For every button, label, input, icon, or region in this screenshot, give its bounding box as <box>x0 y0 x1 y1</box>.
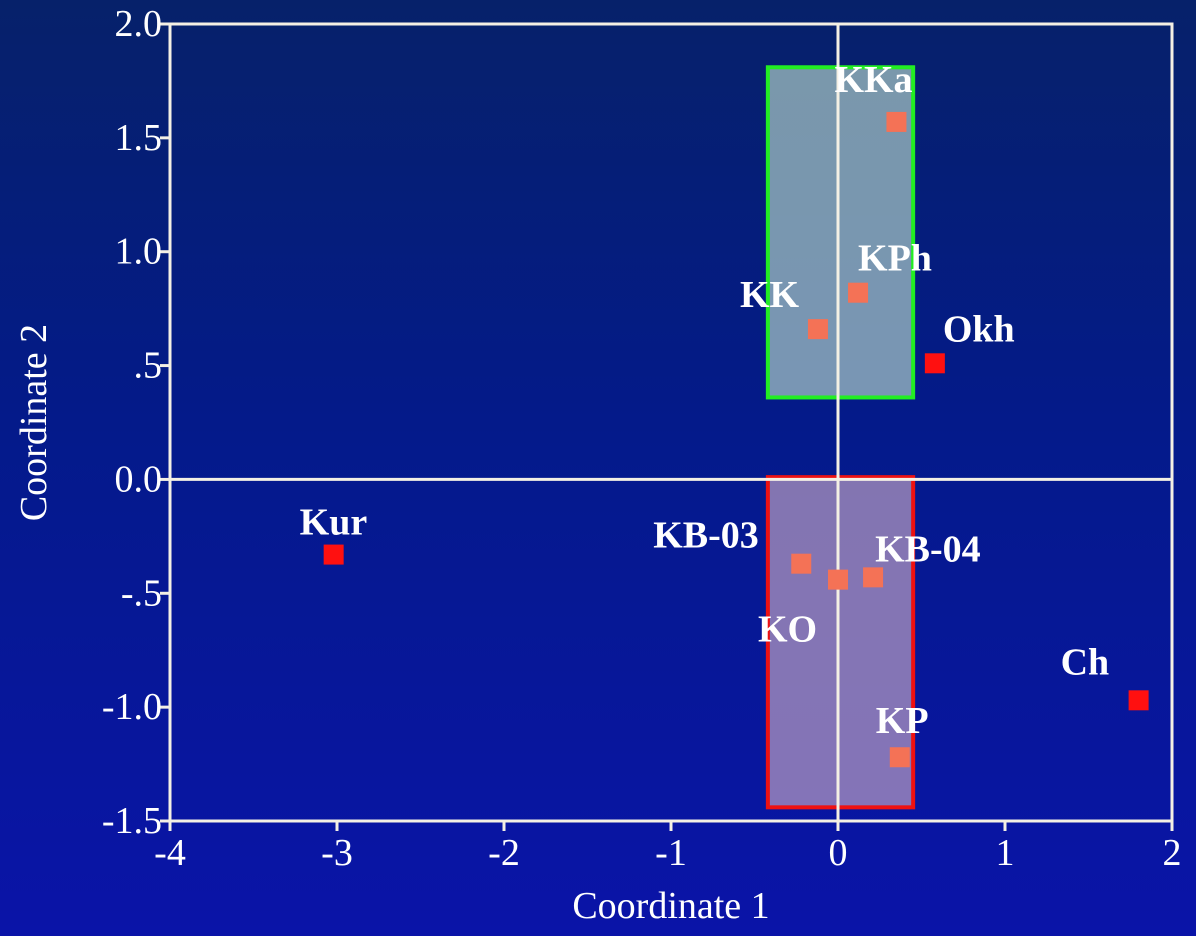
point-label-kur: Kur <box>300 502 368 544</box>
y-tick-label: 0.0 <box>115 458 163 500</box>
y-tick-label: -.5 <box>121 572 162 614</box>
point-marker-kb-04 <box>863 567 884 588</box>
point-marker-okh <box>924 353 945 374</box>
y-tick-label: 2.0 <box>115 3 163 45</box>
point-label-kp: KP <box>876 700 929 742</box>
x-axis-label: Coordinate 1 <box>572 885 769 927</box>
y-axis-label: Coordinate 2 <box>13 324 55 521</box>
x-tick-label: 0 <box>829 832 848 874</box>
x-tick-label: 1 <box>996 832 1015 874</box>
point-label-ch: Ch <box>1061 641 1110 683</box>
point-marker-ko <box>828 569 848 590</box>
point-marker-kk <box>807 319 828 340</box>
x-tick-label: 2 <box>1163 832 1182 874</box>
point-marker-kur <box>323 544 344 565</box>
group-box-red <box>765 475 916 810</box>
y-tick-label: 1.5 <box>115 117 163 159</box>
point-marker-kp <box>889 747 910 768</box>
point-label-kk: KK <box>740 274 800 316</box>
point-marker-ch <box>1128 690 1149 711</box>
y-tick-label: .5 <box>134 345 163 387</box>
plot-frame <box>168 22 1174 823</box>
point-label-ko: KO <box>758 609 817 651</box>
x-tick-label: -2 <box>488 832 520 874</box>
y-tick-label: -1.5 <box>102 800 162 842</box>
point-label-kb-04: KB-04 <box>875 528 981 570</box>
point-marker-kka <box>886 111 907 132</box>
point-label-kb-03: KB-03 <box>653 515 759 557</box>
point-marker-kb-03 <box>791 553 812 574</box>
point-label-okh: Okh <box>943 308 1015 350</box>
point-label-kph: KPh <box>858 238 932 280</box>
y-tick-label: 1.0 <box>115 231 163 273</box>
point-marker-kph <box>848 282 869 303</box>
point-label-kka: KKa <box>834 59 912 101</box>
x-tick-label: -1 <box>655 832 687 874</box>
x-tick-label: -3 <box>321 832 353 874</box>
x-tick-label: -4 <box>154 832 186 874</box>
y-tick-label: -1.0 <box>102 686 162 728</box>
